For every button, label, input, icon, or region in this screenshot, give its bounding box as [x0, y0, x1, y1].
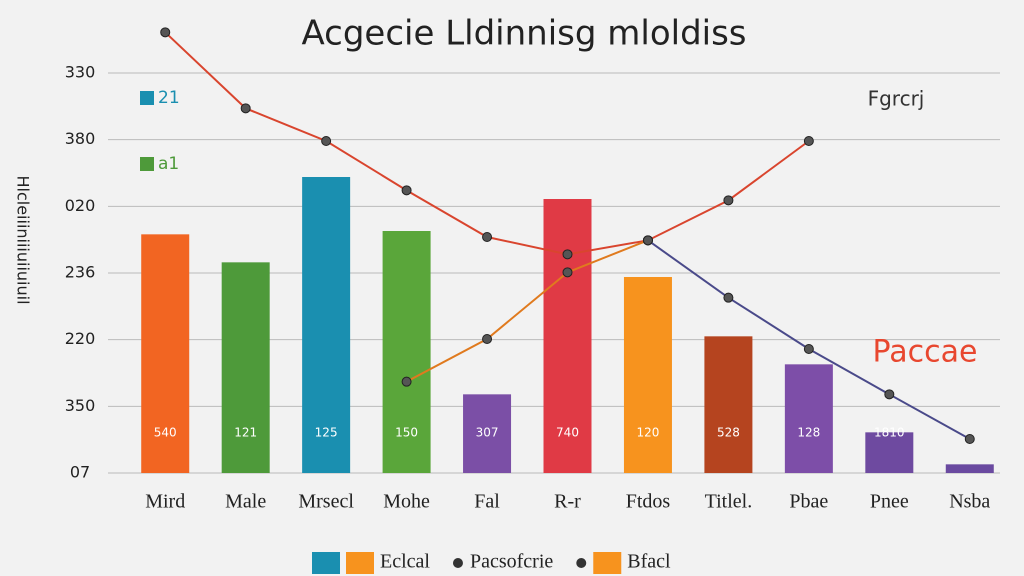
inset-legend-swatch — [140, 157, 154, 171]
chart-title: Acgecie Lldinnisg mloldiss — [301, 14, 746, 54]
legend-label: Pacsofcrie — [470, 551, 553, 573]
y-tick-label: 07 — [70, 463, 90, 482]
line-point — [240, 103, 251, 114]
x-tick-label: Pnee — [870, 491, 909, 513]
line-point — [482, 232, 493, 242]
line-point — [964, 434, 975, 444]
line-point — [723, 195, 734, 206]
bar — [302, 177, 351, 473]
line-point — [562, 249, 573, 260]
bar — [784, 364, 833, 473]
line-point — [482, 334, 493, 344]
legend-dot — [452, 558, 463, 568]
inset-legend-label: 21 — [158, 88, 180, 108]
bar — [704, 336, 753, 473]
y-tick-label: 020 — [65, 196, 96, 215]
x-tick-label: Mohe — [383, 491, 430, 513]
annotation: Fgrcrj — [868, 87, 925, 111]
bar-label: 120 — [637, 426, 660, 440]
y-tick-label: 236 — [65, 263, 96, 282]
x-tick-label: Mrsecl — [298, 491, 354, 513]
bar-label: 307 — [476, 426, 499, 440]
bar — [865, 432, 914, 473]
bar-label: 150 — [395, 426, 418, 440]
bar — [623, 277, 672, 473]
bar-label: 540 — [154, 426, 177, 440]
bar — [543, 199, 592, 473]
inset-legend-label: a1 — [158, 154, 179, 174]
legend-swatch — [312, 552, 340, 574]
line-point — [401, 185, 412, 196]
y-tick-label: 380 — [65, 129, 96, 148]
line-point — [160, 27, 171, 38]
x-tick-label: Pbae — [789, 491, 828, 513]
bar-label: 528 — [717, 426, 740, 440]
line-point — [321, 136, 332, 146]
y-tick-label: 330 — [65, 63, 96, 82]
x-tick-label: Titlel. — [705, 491, 753, 513]
y-tick-label: 350 — [65, 396, 96, 415]
bar-label: 740 — [556, 426, 579, 440]
x-tick-label: Nsba — [949, 491, 990, 513]
bar — [945, 464, 994, 473]
annotation: Paccae — [873, 335, 978, 370]
bar — [463, 394, 512, 473]
y-tick-label: 220 — [65, 329, 96, 348]
x-tick-label: Fal — [474, 491, 500, 513]
legend-label: Eclcal — [380, 551, 430, 573]
line — [164, 31, 810, 256]
bar-label: 128 — [797, 426, 820, 440]
x-tick-label: Ftdos — [626, 491, 671, 513]
line-point — [723, 292, 734, 303]
bar — [221, 262, 270, 473]
line-point — [884, 389, 895, 400]
inset-legend-swatch — [140, 91, 154, 105]
line-point — [562, 267, 573, 278]
x-tick-label: R-r — [554, 491, 581, 513]
x-tick-label: Mird — [145, 491, 185, 513]
legend-swatch — [346, 552, 374, 574]
line-point — [803, 344, 814, 354]
line-point — [803, 136, 814, 146]
bar-label: 121 — [234, 426, 257, 440]
bar-label: 1810 — [874, 426, 905, 440]
bar-label: 125 — [315, 426, 338, 440]
legend-dot — [576, 558, 587, 568]
line — [406, 239, 649, 383]
bar — [141, 234, 190, 473]
legend-swatch — [593, 552, 622, 574]
x-tick-label: Male — [225, 491, 266, 513]
line-point — [401, 376, 412, 387]
bar — [382, 231, 431, 473]
line-point — [642, 235, 653, 246]
legend-label: Bfacl — [627, 551, 671, 573]
y-axis-label: Hlcleiiiniiiuiiuiuil — [14, 175, 33, 304]
